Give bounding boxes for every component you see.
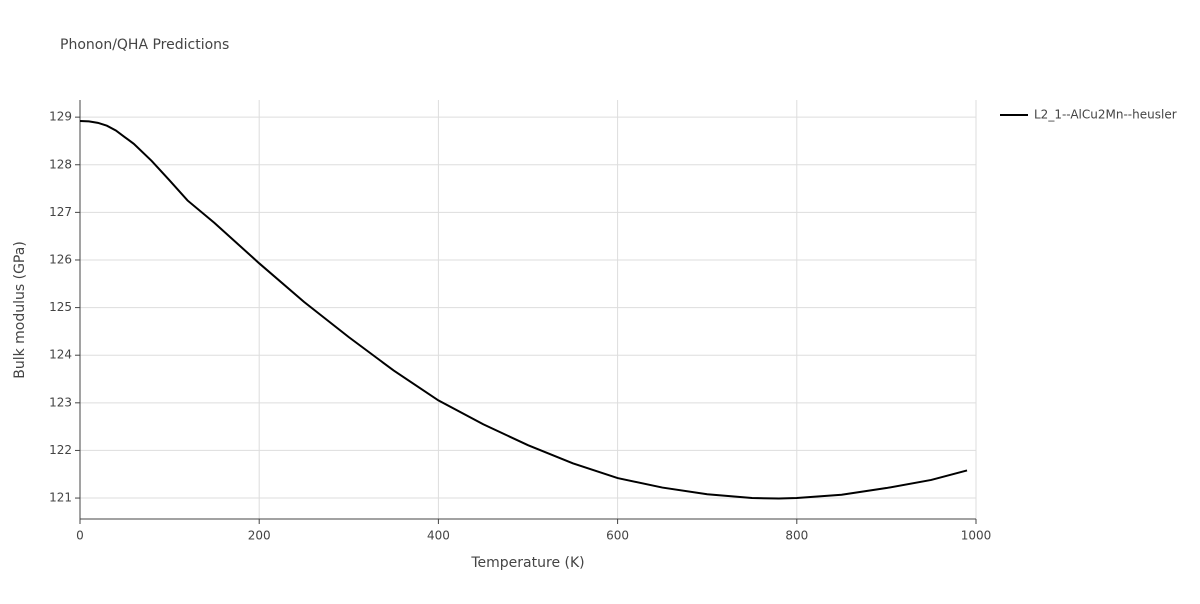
y-tick-label: 121 bbox=[49, 491, 72, 505]
y-tick-label: 129 bbox=[49, 110, 72, 124]
x-tick-label: 800 bbox=[785, 529, 808, 543]
legend-label: L2_1--AlCu2Mn--heusler bbox=[1034, 108, 1177, 122]
x-tick-label: 1000 bbox=[961, 529, 992, 543]
x-tick-label: 600 bbox=[606, 529, 629, 543]
y-axis-label: Bulk modulus (GPa) bbox=[12, 241, 28, 379]
y-tick-label: 126 bbox=[49, 252, 72, 266]
chart-title: Phonon/QHA Predictions bbox=[60, 37, 229, 53]
y-tick-label: 125 bbox=[49, 300, 72, 314]
line-series bbox=[79, 119, 968, 500]
y-tick-label: 127 bbox=[49, 205, 72, 219]
y-tick-label: 124 bbox=[49, 348, 72, 362]
y-tick-label: 122 bbox=[49, 443, 72, 457]
x-tick-label: 200 bbox=[248, 529, 271, 543]
y-tick-label: 123 bbox=[49, 395, 72, 409]
y-tick-label: 128 bbox=[49, 157, 72, 171]
x-tick-label: 400 bbox=[427, 529, 450, 543]
x-tick-label: 0 bbox=[76, 529, 84, 543]
x-axis-label: Temperature (K) bbox=[470, 555, 584, 571]
